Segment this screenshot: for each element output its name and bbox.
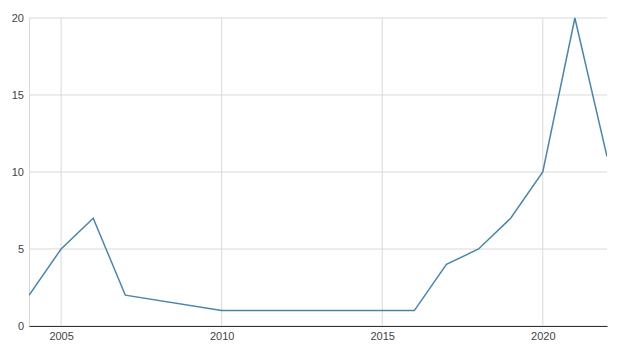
grid-line-y: [29, 249, 607, 250]
y-tick: 15: [12, 89, 29, 101]
y-tick-label: 5: [18, 243, 24, 255]
y-tick-label: 15: [12, 89, 24, 101]
x-tick: 2020: [531, 326, 555, 342]
x-tick-label: 2005: [49, 330, 73, 342]
plot: 0 5 10 15 20 2005 2010 2015 2020: [12, 12, 608, 342]
series: [29, 18, 607, 311]
grid-line-y: [29, 18, 607, 19]
x-tick: 2015: [370, 326, 394, 342]
y-axis-line: [29, 19, 30, 327]
x-tick-label: 2015: [370, 330, 394, 342]
x-tick: 2005: [49, 326, 73, 342]
x-axis-line: [30, 326, 608, 327]
y-tick-label: 10: [12, 166, 24, 178]
y-tick: 10: [12, 166, 29, 178]
y-tick-label: 0: [18, 320, 24, 332]
chart: 0 5 10 15 20 2005 2010 2015 2020: [0, 0, 622, 347]
x-tick-label: 2010: [210, 330, 234, 342]
y-axis: 0 5 10 15 20: [12, 12, 30, 332]
x-tick-label: 2020: [531, 330, 555, 342]
y-tick-label: 20: [12, 12, 24, 24]
grid-line-y: [29, 326, 607, 327]
y-tick: 5: [18, 243, 29, 255]
x-axis: 2005 2010 2015 2020: [30, 326, 608, 342]
grid-line-y: [29, 172, 607, 173]
y-tick: 20: [12, 12, 29, 24]
x-tick: 2010: [210, 326, 234, 342]
grid-line-y: [29, 95, 607, 96]
line: [29, 18, 607, 311]
y-tick: 0: [18, 320, 29, 332]
grid: [29, 18, 607, 326]
